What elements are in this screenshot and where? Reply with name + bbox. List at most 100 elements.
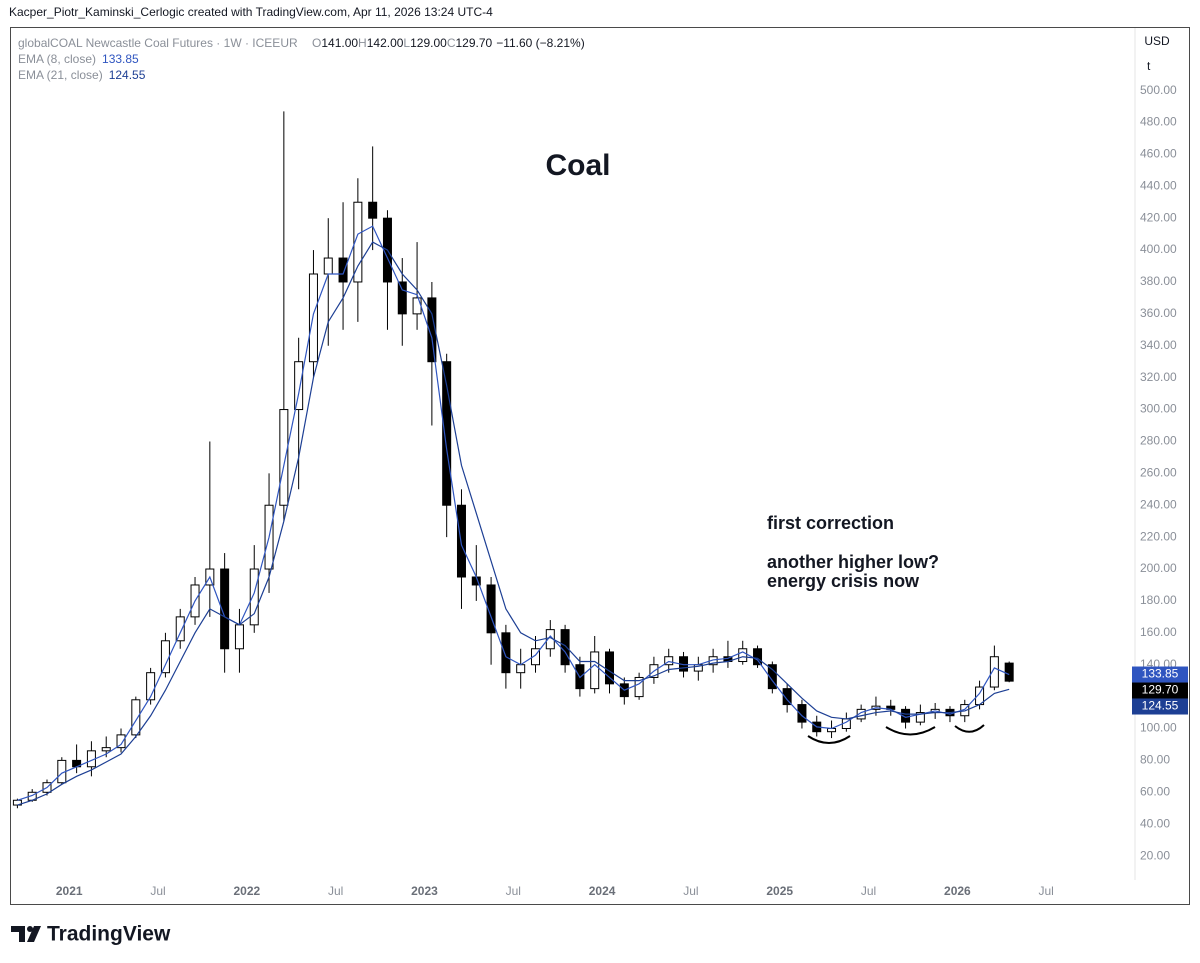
x-tick-label: Jul [1039,884,1054,898]
logo-dot [27,926,33,932]
x-tick-label: Jul [683,884,698,898]
chart-frame [10,27,1190,905]
candle-body [797,704,807,723]
y-tick-label: 340.00 [1140,338,1177,352]
candle-body [397,281,407,315]
candle-body [279,409,289,506]
legend-value: 133.85 [102,52,139,66]
y-tick-label: 420.00 [1140,210,1177,224]
y-tick-label: 300.00 [1140,402,1177,416]
change: −11.60 (−8.21%) [496,36,585,50]
candle-body [175,616,185,642]
candle-body [427,297,437,363]
low-arc [954,724,985,733]
legend-name: EMA (21, close) [18,68,103,82]
price-tag [1132,682,1188,699]
x-tick-label: 2025 [766,884,793,898]
candle-body [442,361,452,506]
candle-body [782,688,792,706]
y-tick-label: 200.00 [1140,561,1177,575]
candle-body [856,708,866,720]
y-tick-label: 400.00 [1140,242,1177,256]
price-tag [1132,698,1188,715]
price-tag-label: 133.85 [1142,667,1179,681]
candle-body [634,676,644,698]
x-tick-label: 2024 [589,884,616,898]
footer-text: TradingView [47,923,171,946]
y-tick-label: 280.00 [1140,434,1177,448]
candle-body [915,712,925,723]
x-tick-label: Jul [328,884,343,898]
low-arc [885,726,936,736]
candle-body [664,656,674,666]
legend-entry: EMA (21, close) 124.55 [18,68,146,82]
y-tick-label: 380.00 [1140,274,1177,288]
ohlc-value: 129.00 [410,36,447,50]
unit: t [1147,59,1151,73]
logo-icon [11,926,41,942]
candle-body [590,651,600,690]
ohlc-value: 142.00 [367,36,404,50]
legend-name: EMA (8, close) [18,52,96,66]
ema-line [17,225,1010,801]
ohlc-legend: O141.00H142.00L129.00C129.70 −11.60 (−8.2… [312,36,585,50]
x-tick-label: 2021 [56,884,83,898]
y-tick-label: 40.00 [1140,816,1170,830]
y-tick-label: 440.00 [1140,178,1177,192]
x-tick-label: 2022 [233,884,260,898]
candle-body [220,568,230,650]
candle-body [368,201,378,219]
y-tick-label: 100.00 [1140,721,1177,735]
y-tick-label: 460.00 [1140,147,1177,161]
candle-body [456,504,466,578]
y-tick-label: 60.00 [1140,784,1170,798]
ohlc-value: 141.00 [321,36,358,50]
candle-body [989,656,999,688]
y-tick-label: 160.00 [1140,625,1177,639]
y-tick-label: 480.00 [1140,115,1177,129]
x-tick-label: 2026 [944,884,971,898]
candle-body [530,648,540,666]
candle-body [486,584,496,634]
candle-body [234,624,244,650]
annotation: first correction [767,513,894,533]
candle-body [738,648,748,663]
candle-body [101,747,111,752]
price-tag-label: 124.55 [1142,699,1179,713]
x-tick-label: Jul [506,884,521,898]
y-tick-label: 20.00 [1140,848,1170,862]
price-tag [1132,666,1188,683]
y-tick-label: 180.00 [1140,593,1177,607]
symbol: globalCOAL Newcastle Coal Futures · 1W ·… [18,36,298,50]
candle-body [1004,662,1014,682]
y-tick-label: 80.00 [1140,753,1170,767]
y-tick-label: 500.00 [1140,83,1177,97]
ohlc-key: C [447,36,456,50]
x-tick-label: 2023 [411,884,438,898]
candle-body [323,257,333,275]
candle-body [605,651,615,685]
legend-value: 124.55 [109,68,146,82]
y-tick-label: 320.00 [1140,370,1177,384]
x-tick-label: Jul [861,884,876,898]
candle-body [294,361,304,411]
candle-body [501,632,511,674]
legend-entry: EMA (8, close) 133.85 [18,52,139,66]
candle-body [131,699,141,736]
header-text: Kacper_Piotr_Kaminski_Cerlogic created w… [9,5,493,19]
x-tick-label: Jul [150,884,165,898]
candle-body [116,734,126,749]
y-tick-label: 240.00 [1140,497,1177,511]
ohlc-key: H [358,36,367,50]
y-tick-label: 220.00 [1140,529,1177,543]
candle-body [516,664,526,674]
annotation: energy crisis now [767,571,920,591]
chart-title: Coal [545,149,610,182]
candle-body [560,629,570,666]
y-tick-label: 360.00 [1140,306,1177,320]
candle-body [353,201,363,283]
candle-body [160,640,170,674]
price-tag-label: 129.70 [1142,683,1179,697]
candle-body [767,664,777,690]
